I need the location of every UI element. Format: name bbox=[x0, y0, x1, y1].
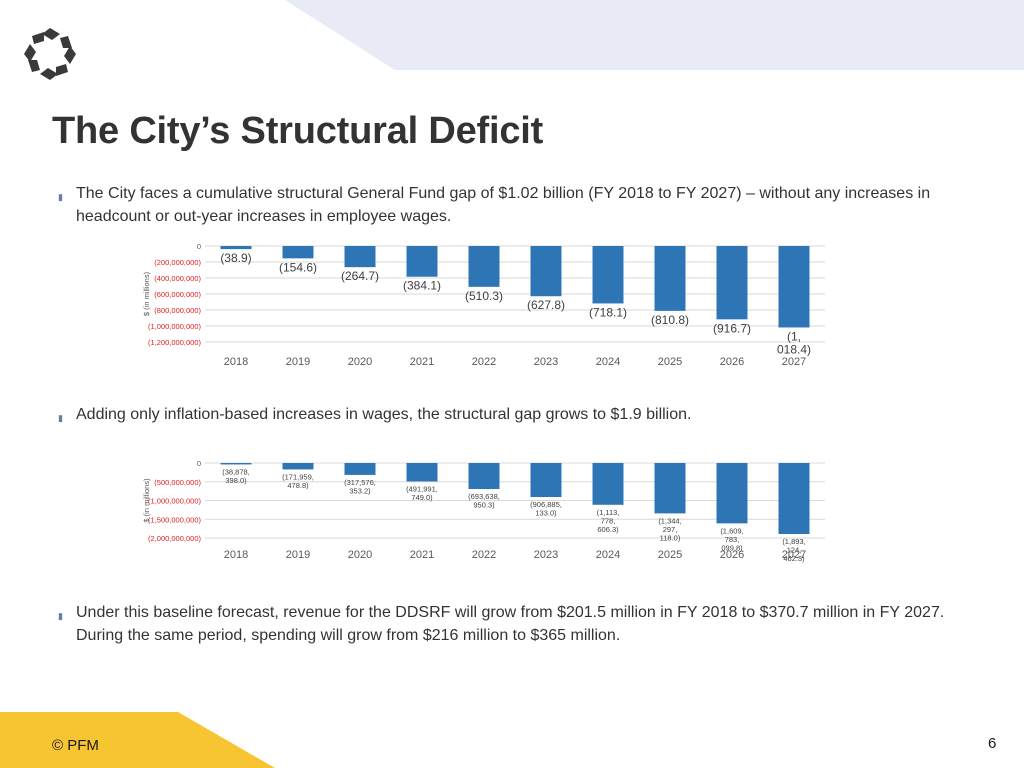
data-label: (38.9) bbox=[220, 251, 251, 265]
x-tick-label: 2024 bbox=[596, 549, 620, 561]
data-label: (171,959, 478.8) bbox=[282, 472, 314, 490]
bar bbox=[406, 246, 438, 277]
bar bbox=[344, 463, 376, 475]
bar bbox=[344, 246, 376, 268]
bullet-square-icon: ▮ bbox=[58, 413, 63, 423]
x-tick-label: 2024 bbox=[596, 356, 620, 368]
data-label: (491,991, 749.0) bbox=[406, 484, 438, 502]
bar bbox=[592, 246, 624, 304]
y-tick-label: (1,200,000,000) bbox=[148, 338, 201, 347]
page-title: The City’s Structural Deficit bbox=[52, 110, 544, 152]
pfm-logo-icon bbox=[24, 28, 76, 80]
x-tick-label: 2025 bbox=[658, 356, 682, 368]
data-label: (264.7) bbox=[341, 269, 379, 283]
y-tick-label: (2,000,000,000) bbox=[148, 534, 201, 543]
x-tick-label: 2020 bbox=[348, 356, 372, 368]
x-tick-label: 2026 bbox=[720, 549, 744, 561]
chart-inflation-gap-svg: 0 (500,000,000) (1,000,000,000) (1,500,000,… bbox=[142, 459, 825, 563]
top-banner-fill bbox=[285, 0, 1024, 70]
bullet-square-icon: ▮ bbox=[58, 611, 63, 621]
top-banner-shape bbox=[285, 0, 1024, 70]
x-tick-label: 2018 bbox=[224, 549, 248, 561]
bullet-text: The City faces a cumulative structural G… bbox=[76, 185, 931, 225]
y-tick-label: (1,000,000,000) bbox=[148, 497, 201, 506]
data-label: (1,344, 297, 118.0) bbox=[658, 516, 681, 542]
bullet-square-icon: ▮ bbox=[58, 192, 63, 202]
data-label: (38,878, 398.0) bbox=[222, 467, 250, 485]
x-tick-label: 2019 bbox=[286, 356, 310, 368]
bar bbox=[530, 246, 562, 297]
data-label: (154.6) bbox=[279, 260, 317, 274]
chart-cumulative-gap: 0 (200,000,000) (400,000,000) (600,000,000)… bbox=[135, 236, 835, 376]
y-tick-label: 0 bbox=[197, 242, 201, 251]
bar bbox=[716, 463, 748, 524]
footer-copyright: © PFM bbox=[52, 737, 99, 754]
bullet-text: Adding only inflation-based increases in… bbox=[76, 406, 692, 423]
bar bbox=[716, 246, 748, 320]
bar bbox=[778, 463, 810, 534]
page-number: 6 bbox=[988, 735, 997, 752]
x-tick-label: 2021 bbox=[410, 549, 434, 561]
y-tick-label: 0 bbox=[197, 459, 201, 468]
bar bbox=[406, 463, 438, 482]
x-tick-label: 2023 bbox=[534, 549, 558, 561]
data-label: (810.8) bbox=[651, 313, 689, 327]
footer-banner-fill bbox=[0, 712, 275, 768]
y-tick-label: (500,000,000) bbox=[154, 478, 201, 487]
bar bbox=[654, 246, 686, 311]
data-label: (718.1) bbox=[589, 305, 627, 319]
y-axis-label: $ (in millions) bbox=[142, 271, 151, 316]
x-tick-label: 2022 bbox=[472, 356, 496, 368]
bar bbox=[468, 463, 500, 490]
bar bbox=[530, 463, 562, 498]
x-tick-label: 2027 bbox=[782, 356, 806, 368]
data-label: (916.7) bbox=[713, 321, 751, 335]
x-tick-label: 2020 bbox=[348, 549, 372, 561]
y-tick-label: (1,500,000,000) bbox=[148, 515, 201, 524]
y-tick-label: (800,000,000) bbox=[154, 306, 201, 315]
x-tick-label: 2026 bbox=[720, 356, 744, 368]
data-label: (693,638, 950.3) bbox=[468, 492, 500, 510]
bar bbox=[592, 463, 624, 505]
y-tick-label: (1,000,000,000) bbox=[148, 322, 201, 331]
x-tick-label: 2021 bbox=[410, 356, 434, 368]
y-axis-label: $ (in millions) bbox=[142, 478, 151, 523]
chart-cumulative-gap-svg: 0 (200,000,000) (400,000,000) (600,000,000)… bbox=[142, 242, 825, 368]
y-tick-label: (200,000,000) bbox=[154, 258, 201, 267]
y-tick-label: (400,000,000) bbox=[154, 274, 201, 283]
data-label: (1,893, 124, 462.3) bbox=[782, 537, 805, 563]
bar bbox=[220, 246, 252, 250]
x-tick-label: 2019 bbox=[286, 549, 310, 561]
data-label: (906,885, 133.0) bbox=[530, 500, 562, 518]
bar bbox=[468, 246, 500, 287]
bar bbox=[654, 463, 686, 514]
x-tick-label: 2022 bbox=[472, 549, 496, 561]
data-label: (627.8) bbox=[527, 298, 565, 312]
x-tick-label: 2018 bbox=[224, 356, 248, 368]
bullet-item: ▮ Adding only inflation-based increases … bbox=[58, 403, 968, 426]
footer-banner-shape bbox=[0, 712, 275, 768]
data-label: (317,576, 353.2) bbox=[344, 478, 376, 496]
data-label: (1,609, 783, 099.8) bbox=[720, 526, 743, 552]
bar bbox=[220, 463, 252, 465]
x-tick-label: 2025 bbox=[658, 549, 682, 561]
bar bbox=[282, 463, 314, 470]
bullet-text: Under this baseline forecast, revenue fo… bbox=[76, 604, 945, 644]
data-label: (1,113, 778, 606.3) bbox=[597, 508, 620, 534]
x-tick-label: 2023 bbox=[534, 356, 558, 368]
bar bbox=[778, 246, 810, 328]
bar bbox=[282, 246, 314, 259]
bullet-item: ▮ Under this baseline forecast, revenue … bbox=[58, 601, 968, 647]
data-label: (384.1) bbox=[403, 279, 441, 293]
chart-inflation-gap: 0 (500,000,000) (1,000,000,000) (1,500,000,… bbox=[135, 452, 835, 570]
data-label: (510.3) bbox=[465, 289, 503, 303]
data-label: (1, 018.4) bbox=[777, 329, 811, 356]
x-tick-label: 2027 bbox=[782, 549, 806, 561]
y-tick-label: (600,000,000) bbox=[154, 290, 201, 299]
bullet-item: ▮ The City faces a cumulative structural… bbox=[58, 182, 968, 228]
